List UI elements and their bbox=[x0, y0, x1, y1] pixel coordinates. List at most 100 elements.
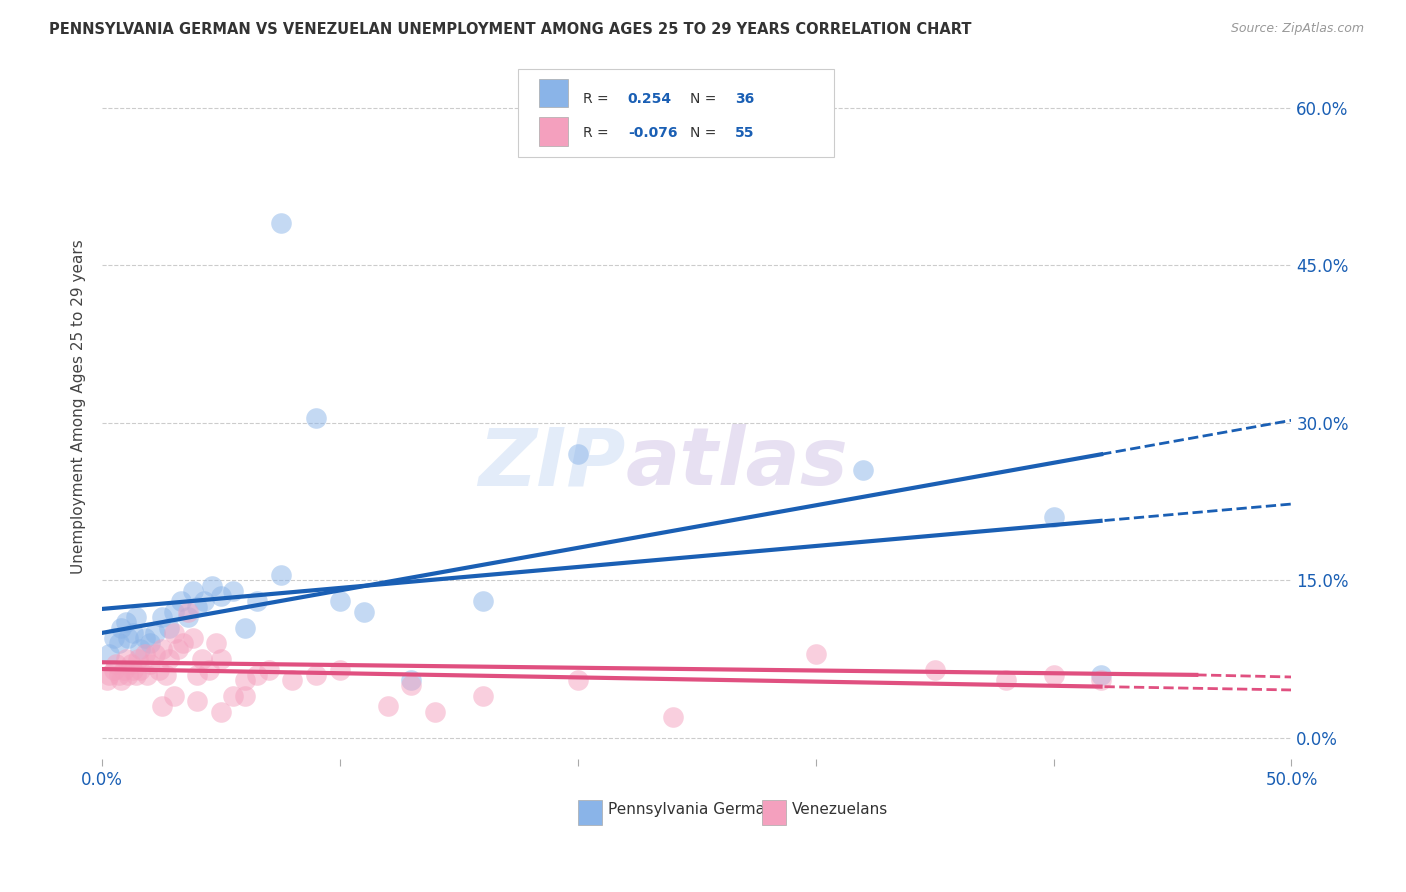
Point bbox=[103, 663, 125, 677]
Point bbox=[222, 689, 245, 703]
Text: Venezuelans: Venezuelans bbox=[792, 802, 889, 817]
Point bbox=[804, 647, 827, 661]
Point bbox=[246, 668, 269, 682]
FancyBboxPatch shape bbox=[538, 118, 568, 145]
Point bbox=[662, 710, 685, 724]
Point bbox=[148, 663, 170, 677]
Point bbox=[115, 652, 138, 666]
Point bbox=[110, 673, 132, 687]
Text: R =: R = bbox=[582, 127, 613, 140]
Point bbox=[270, 568, 292, 582]
Point bbox=[281, 673, 304, 687]
Point bbox=[471, 594, 494, 608]
Point bbox=[186, 599, 208, 614]
Point bbox=[150, 641, 173, 656]
Point bbox=[117, 631, 139, 645]
FancyBboxPatch shape bbox=[762, 800, 786, 825]
Text: N =: N = bbox=[690, 92, 720, 105]
Point bbox=[177, 610, 200, 624]
Point bbox=[134, 631, 156, 645]
Point bbox=[117, 668, 139, 682]
Text: 0.254: 0.254 bbox=[628, 92, 672, 105]
FancyBboxPatch shape bbox=[519, 70, 834, 157]
Point bbox=[127, 652, 149, 666]
Text: -0.076: -0.076 bbox=[628, 127, 678, 140]
Point bbox=[129, 641, 152, 656]
Point bbox=[305, 668, 328, 682]
Y-axis label: Unemployment Among Ages 25 to 29 years: Unemployment Among Ages 25 to 29 years bbox=[72, 240, 86, 574]
Point bbox=[205, 636, 228, 650]
Point bbox=[143, 647, 166, 661]
Point bbox=[129, 663, 152, 677]
Point bbox=[110, 621, 132, 635]
Point bbox=[162, 625, 184, 640]
Point bbox=[209, 589, 232, 603]
Point bbox=[124, 668, 146, 682]
FancyBboxPatch shape bbox=[538, 78, 568, 107]
Point bbox=[852, 463, 875, 477]
Point bbox=[177, 605, 200, 619]
Point bbox=[186, 668, 208, 682]
Point bbox=[329, 594, 352, 608]
Point bbox=[108, 668, 131, 682]
Point bbox=[209, 652, 232, 666]
Point bbox=[222, 583, 245, 598]
Point bbox=[162, 605, 184, 619]
Point bbox=[172, 636, 194, 650]
Point bbox=[233, 621, 256, 635]
Point bbox=[1090, 668, 1112, 682]
Point bbox=[471, 689, 494, 703]
Point bbox=[567, 447, 589, 461]
Point bbox=[105, 657, 128, 672]
Point bbox=[96, 673, 118, 687]
Point bbox=[353, 605, 375, 619]
Point bbox=[233, 689, 256, 703]
Point bbox=[115, 615, 138, 630]
Point bbox=[401, 678, 423, 692]
Point bbox=[170, 594, 193, 608]
Point bbox=[181, 583, 204, 598]
Text: R =: R = bbox=[582, 92, 613, 105]
Point bbox=[108, 636, 131, 650]
Point bbox=[257, 663, 280, 677]
Point bbox=[246, 594, 269, 608]
Point bbox=[329, 663, 352, 677]
Point bbox=[112, 663, 135, 677]
Point bbox=[157, 621, 180, 635]
Text: Pennsylvania Germans: Pennsylvania Germans bbox=[607, 802, 782, 817]
Point bbox=[136, 668, 159, 682]
Point bbox=[209, 705, 232, 719]
Point bbox=[377, 699, 399, 714]
Point bbox=[1042, 510, 1064, 524]
Point bbox=[167, 641, 190, 656]
Point bbox=[162, 689, 184, 703]
Point bbox=[193, 594, 215, 608]
Point bbox=[198, 663, 221, 677]
Point bbox=[201, 579, 224, 593]
Point bbox=[122, 663, 145, 677]
Point bbox=[233, 673, 256, 687]
Text: PENNSYLVANIA GERMAN VS VENEZUELAN UNEMPLOYMENT AMONG AGES 25 TO 29 YEARS CORRELA: PENNSYLVANIA GERMAN VS VENEZUELAN UNEMPL… bbox=[49, 22, 972, 37]
Text: N =: N = bbox=[690, 127, 720, 140]
Point bbox=[155, 668, 177, 682]
Point bbox=[143, 625, 166, 640]
Text: 55: 55 bbox=[735, 127, 755, 140]
Point bbox=[103, 631, 125, 645]
Point bbox=[924, 663, 946, 677]
Text: Source: ZipAtlas.com: Source: ZipAtlas.com bbox=[1230, 22, 1364, 36]
Point bbox=[150, 699, 173, 714]
Text: ZIP: ZIP bbox=[478, 425, 626, 502]
Point bbox=[98, 647, 121, 661]
Point bbox=[425, 705, 447, 719]
Point bbox=[122, 625, 145, 640]
FancyBboxPatch shape bbox=[578, 800, 602, 825]
Point bbox=[567, 673, 589, 687]
Point bbox=[150, 610, 173, 624]
Point bbox=[157, 652, 180, 666]
Point bbox=[995, 673, 1018, 687]
Point bbox=[120, 657, 142, 672]
Point bbox=[98, 668, 121, 682]
Point bbox=[1042, 668, 1064, 682]
Point bbox=[1090, 673, 1112, 687]
Point bbox=[124, 610, 146, 624]
